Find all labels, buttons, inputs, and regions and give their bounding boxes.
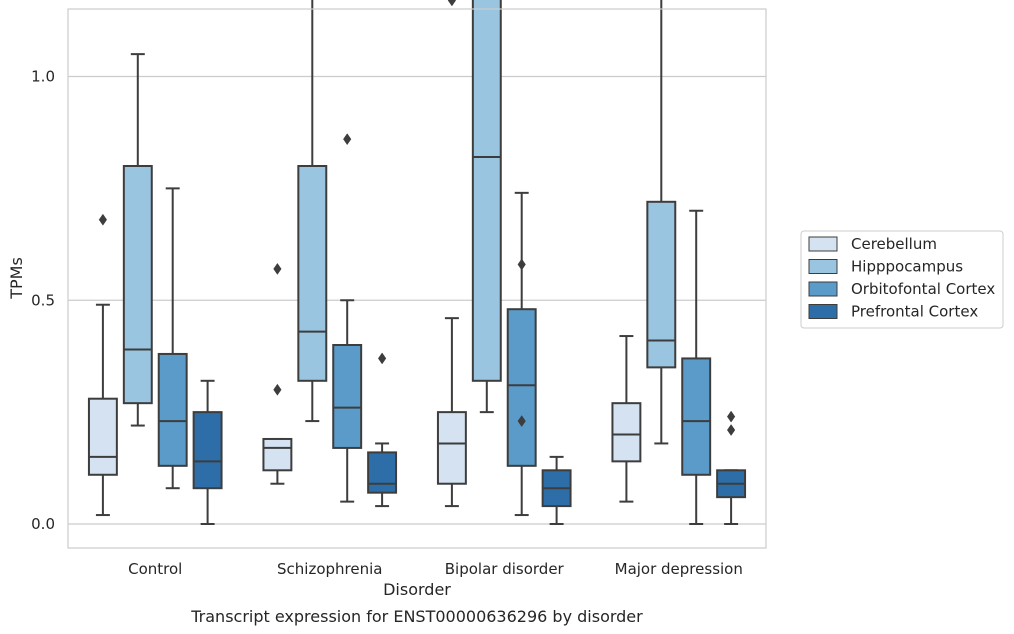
box-prefrontal-cortex: [541, 455, 572, 525]
box-hipppocampus: [122, 53, 153, 427]
box-iqr: [122, 165, 153, 405]
x-tick-label: Major depression: [615, 560, 743, 578]
outlier-marker: [726, 424, 736, 436]
outlier-marker: [517, 415, 526, 428]
box-cerebellum: [611, 335, 642, 503]
box-hipppocampus: [297, 0, 328, 423]
legend-label: Hipppocampus: [851, 258, 963, 276]
box-prefrontal-cortex: [192, 379, 223, 525]
legend: Cerebellum Hipppocampus Orbitofontal Corte…: [800, 230, 1004, 329]
legend-label: Prefrontal Cortex: [851, 303, 978, 321]
box-prefrontal-cortex: [367, 352, 398, 508]
box-cerebellum: [436, 0, 467, 508]
box-iqr: [506, 308, 537, 467]
box-iqr: [87, 397, 118, 476]
outlier-marker: [343, 133, 352, 146]
box-iqr: [681, 357, 712, 476]
box-groups: [87, 0, 747, 525]
legend-label: Cerebellum: [851, 235, 937, 253]
outlier-marker: [98, 213, 108, 226]
outlier-marker: [447, 0, 457, 7]
outlier-marker: [273, 262, 282, 275]
chart-caption: Transcript expression for ENST0000063629…: [190, 607, 643, 626]
outlier-marker: [517, 258, 526, 271]
y-axis-title: TPMs: [7, 257, 26, 300]
y-tick-label: 0.5: [31, 291, 55, 309]
box-iqr: [262, 437, 293, 472]
x-tick-label: Control: [128, 560, 182, 578]
legend-frame: [800, 230, 1004, 329]
box-prefrontal-cortex: [716, 410, 747, 525]
outlier-marker: [377, 352, 387, 365]
x-tick-labels: Control Schizophrenia Bipolar disorder Majo…: [128, 560, 743, 578]
box-iqr: [471, 0, 502, 382]
box-iqr: [192, 411, 223, 490]
x-tick-label: Schizophrenia: [277, 560, 382, 578]
box-cerebellum: [262, 262, 293, 485]
legend-swatch: [808, 236, 838, 252]
box-iqr: [367, 451, 398, 494]
box-orbitofontal-cortex: [681, 209, 712, 525]
outlier-marker: [726, 410, 736, 423]
legend-swatch: [808, 304, 838, 319]
box-iqr: [332, 344, 363, 449]
box-orbitofontal-cortex: [332, 133, 363, 503]
x-tick-label: Bipolar disorder: [445, 560, 565, 578]
plot-frame: [67, 8, 767, 549]
box-orbitofontal-cortex: [506, 191, 537, 517]
box-iqr: [646, 200, 677, 369]
outlier-marker: [273, 383, 282, 396]
box-hipppocampus: [471, 0, 502, 414]
x-axis-title: Disorder: [383, 580, 451, 599]
box-iqr: [436, 411, 467, 485]
legend-swatch: [808, 259, 838, 274]
y-tick-label: 0.0: [31, 515, 55, 533]
legend-swatch: [808, 281, 838, 297]
legend-label: Orbitofontal Cortex: [851, 280, 995, 298]
box-iqr: [297, 165, 328, 382]
y-tick-labels: 0.00.51.01.52.0: [31, 68, 55, 534]
box-orbitofontal-cortex: [157, 187, 188, 490]
y-tick-label: 1.0: [31, 68, 55, 86]
box-iqr: [611, 402, 642, 463]
box-cerebellum: [87, 213, 118, 517]
box-iqr: [157, 352, 188, 467]
box-hipppocampus: [646, 0, 677, 445]
